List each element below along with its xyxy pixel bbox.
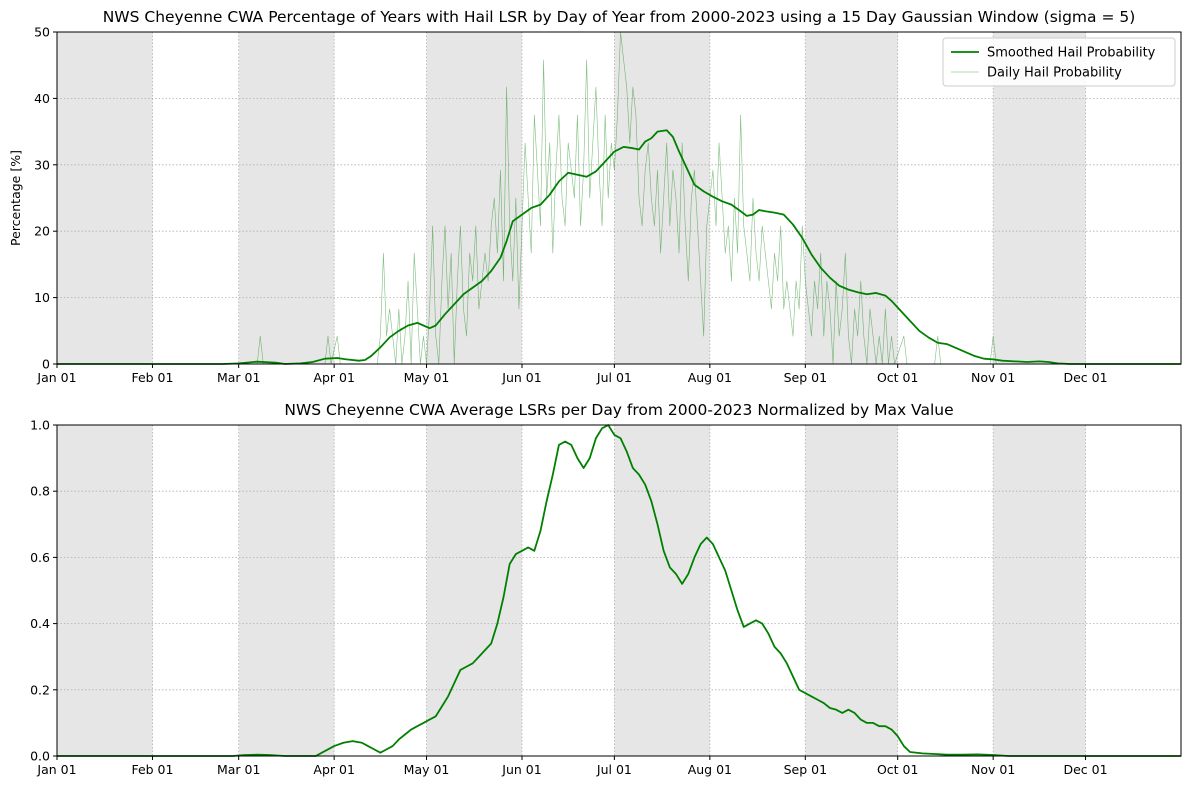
legend: Smoothed Hail Probability Daily Hail Prob… [942, 37, 1176, 87]
x-tick-label: Oct 01 [877, 370, 919, 385]
y-tick-label: 0.4 [30, 616, 50, 631]
x-tick-label: Feb 01 [131, 370, 173, 385]
x-tick-label: Sep 01 [784, 370, 827, 385]
x-tick-label: Dec 01 [1063, 762, 1107, 777]
y-tick-label: 40 [34, 91, 50, 106]
legend-entry-label: Daily Hail Probability [987, 66, 1122, 81]
y-axis-label: Percentage [%] [8, 150, 23, 246]
percentage-of-years-chart: Jan 01 Feb 01 Mar 01 Apr 01 May 01 Jun 01 Jul … [8, 8, 1182, 385]
x-tick-label: Jul 01 [596, 370, 632, 385]
x-tick-label: Mar 01 [217, 762, 260, 777]
shaded-month-band [57, 32, 153, 364]
shaded-month-band [993, 425, 1086, 756]
y-tick-label: 0.6 [30, 550, 50, 565]
chart-title: NWS Cheyenne CWA Average LSRs per Day fr… [284, 401, 953, 419]
shaded-month-band [238, 425, 335, 756]
shaded-month-band [426, 425, 522, 756]
y-tick-label: 50 [34, 25, 50, 40]
plot-frame [56, 424, 1182, 757]
shaded-month-band [805, 425, 898, 756]
shaded-month-band [238, 32, 335, 364]
shaded-month-band [805, 32, 898, 364]
shaded-month-band [426, 32, 522, 364]
shaded-month-band [57, 425, 153, 756]
x-tick-label: Jan 01 [36, 762, 76, 777]
x-tick-label: Aug 01 [688, 370, 732, 385]
shaded-month-band [993, 32, 1086, 364]
x-tick-label: Mar 01 [217, 370, 260, 385]
x-tick-label: Oct 01 [877, 762, 919, 777]
y-tick-label: 0.0 [30, 749, 50, 764]
y-tick-label: 1.0 [30, 418, 50, 433]
x-tick-label: Feb 01 [131, 762, 173, 777]
chart-title: NWS Cheyenne CWA Percentage of Years wit… [103, 8, 1136, 26]
shaded-month-band [614, 425, 710, 756]
y-tick-label: 0.2 [30, 682, 50, 697]
y-tick-label: 20 [34, 224, 50, 239]
normalized-lsr-line [57, 424, 1181, 757]
shaded-month-band [614, 32, 710, 364]
y-tick-label: 0.8 [30, 484, 50, 499]
x-tick-label: Sep 01 [784, 762, 827, 777]
x-tick-label: Dec 01 [1063, 370, 1107, 385]
x-tick-label: May 01 [404, 370, 450, 385]
x-tick-label: Jul 01 [596, 762, 632, 777]
y-tick-label: 0 [42, 357, 50, 372]
x-tick-label: Aug 01 [688, 762, 732, 777]
smoothed-hail-probability-line [57, 129, 1181, 365]
normalized-lsr-chart: Jan 01 Feb 01 Mar 01 Apr 01 May 01 Jun 01 Jul … [30, 401, 1182, 777]
x-tick-label: Nov 01 [971, 762, 1015, 777]
x-tick-label: Jun 01 [501, 762, 541, 777]
legend-box [942, 37, 1176, 87]
y-tick-label: 10 [34, 290, 50, 305]
legend-entry-label: Smoothed Hail Probability [987, 46, 1156, 61]
plot-frame [56, 31, 1182, 365]
y-tick-label: 30 [34, 157, 50, 172]
x-tick-label: Apr 01 [313, 762, 355, 777]
x-tick-label: May 01 [404, 762, 450, 777]
x-tick-label: Nov 01 [971, 370, 1015, 385]
x-tick-label: Jan 01 [36, 370, 76, 385]
x-tick-label: Jun 01 [501, 370, 541, 385]
x-tick-label: Apr 01 [313, 370, 355, 385]
daily-hail-probability-line [57, 31, 1181, 365]
